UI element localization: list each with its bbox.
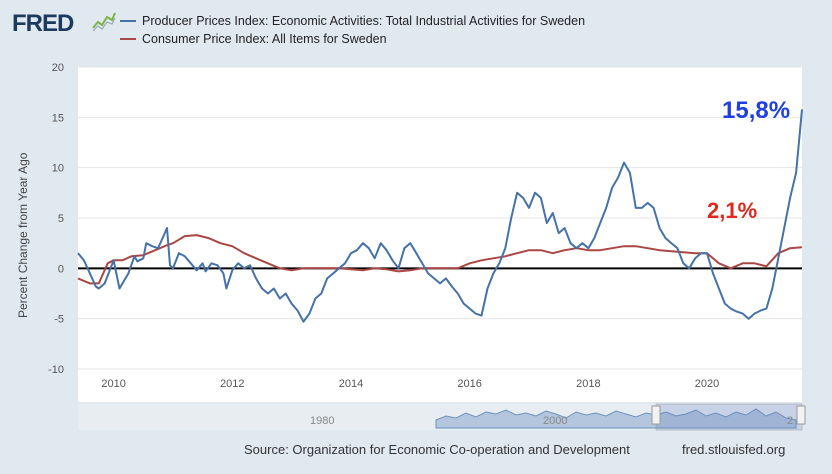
navigator-label-1980: 1980 [310,415,334,427]
x-tick-labels: 2010 2012 2014 2016 2018 2020 [101,378,719,390]
x-tick-label: 2012 [220,378,244,390]
x-tick-label: 2010 [101,378,125,390]
source-text: Source: Organization for Economic Co-ope… [244,442,630,457]
navigator-handle-left[interactable] [651,405,661,425]
navigator-handle-right[interactable] [796,405,806,425]
y-tick-label: -5 [54,314,64,326]
plot-background [78,67,802,402]
navigator-selection[interactable] [655,403,803,431]
legend-swatch-cpi [120,38,136,40]
x-tick-label: 2018 [576,378,600,390]
y-tick-label: 20 [52,62,64,74]
fred-graph-icon [92,12,116,32]
y-tick-label: -10 [48,364,64,376]
x-tick-label: 2020 [695,378,719,390]
y-tick-labels: -10 -5 0 5 10 15 20 [48,62,64,376]
legend-item[interactable]: Producer Prices Index: Economic Activiti… [120,12,585,30]
legend-item[interactable]: Consumer Price Index: All Items for Swed… [120,30,585,48]
series-group [77,109,803,323]
x-tick-label: 2016 [457,378,481,390]
y-tick-label: 5 [58,213,64,225]
site-link[interactable]: fred.stlouisfed.org [682,442,786,457]
navigator-series-shape [435,408,797,429]
legend-label-cpi: Consumer Price Index: All Items for Swed… [142,32,387,46]
legend-swatch-ppi [120,20,136,22]
navigator-label-end: 2 [787,415,793,427]
series-line-ppi[interactable] [77,109,803,323]
annotation-cpi: 2,1% [707,198,757,223]
y-tick-label: 15 [52,112,64,124]
fred-logo[interactable]: FRED [12,10,74,37]
navigator-label-2000: 2000 [543,415,567,427]
annotation-ppi: 15,8% [722,97,790,124]
series-line-cpi[interactable] [77,234,803,285]
y-tick-label: 0 [58,263,64,275]
chart-legend: Producer Prices Index: Economic Activiti… [120,12,585,48]
x-tick-label: 2014 [339,378,363,390]
y-tick-label: 10 [52,163,64,175]
legend-label-ppi: Producer Prices Index: Economic Activiti… [142,14,586,28]
